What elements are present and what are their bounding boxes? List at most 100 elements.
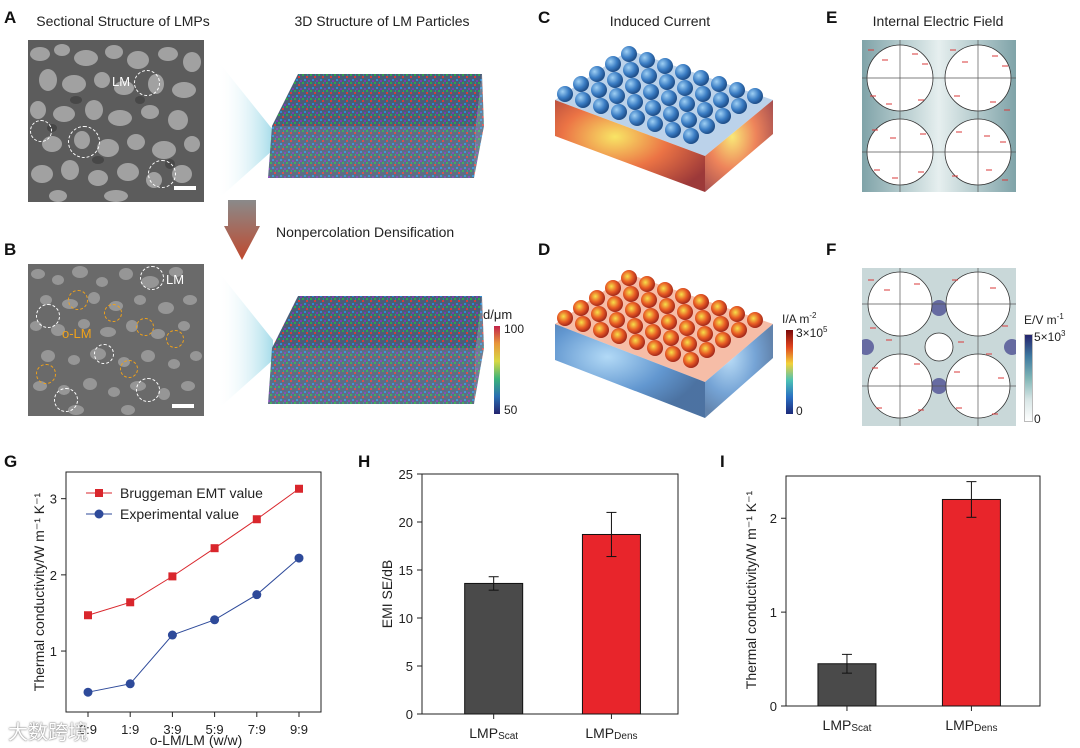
y-tick-label: 25 <box>399 467 413 482</box>
bar-scat <box>464 582 524 715</box>
panel-3d-title: 3D Structure of LM Particles <box>294 13 470 29</box>
x-tick-label: 9:9 <box>290 722 308 737</box>
colorbar-e-max: 5×103 <box>1034 329 1066 344</box>
panel-letter-f: F <box>826 240 837 259</box>
induced-current-d <box>555 270 773 418</box>
sem-image-a: LM <box>28 40 204 202</box>
chart-g: 1 2 3 0:9 1:9 3:9 5:9 7:9 9:9 Bruggeman EMT val… <box>31 471 322 748</box>
x-tick-label: LMPScat <box>469 725 518 742</box>
colorbar-d-max: 100 <box>504 322 525 336</box>
lm-marker-circle <box>136 378 160 402</box>
colorbar-i-title: I/A m-2 <box>782 311 817 326</box>
point-experimental <box>210 615 220 625</box>
x-axis-label-g: o-LM/LM (w/w) <box>150 732 243 748</box>
olm-marker-circle <box>36 364 56 384</box>
bar-dens <box>581 533 641 715</box>
y-tick-label: 3 <box>50 492 57 507</box>
lm-marker-circle <box>68 126 100 158</box>
y-tick-label: 2 <box>50 568 57 583</box>
x-tick-label: 5:9 <box>206 722 224 737</box>
legend-marker-bruggeman <box>95 489 103 497</box>
point-experimental <box>294 553 304 563</box>
olm-marker-circle <box>120 360 138 378</box>
beam-top <box>217 60 273 200</box>
x-tick-label: 0:9 <box>79 722 97 737</box>
olm-marker-circle <box>104 304 122 322</box>
bar-scat <box>817 663 877 707</box>
panel-c-title: Induced Current <box>609 13 711 29</box>
y-tick-label: 15 <box>399 563 413 578</box>
point-experimental <box>125 679 135 689</box>
colorbar-d <box>494 326 500 414</box>
panel-letter-a: A <box>4 8 17 27</box>
chart-i: 0 1 2 LMPScat LMPDens Thermal conductivity/… <box>743 475 1041 734</box>
colorbar-e <box>1024 334 1033 422</box>
scale-bar-b <box>172 404 194 408</box>
y-tick-label: 1 <box>770 605 777 620</box>
x-tick-label: 7:9 <box>248 722 266 737</box>
colorbar-e-title: E/V m-1 <box>1024 312 1064 327</box>
lm-3d-block-bottom <box>268 296 484 404</box>
legend-label-experimental: Experimental value <box>120 506 239 522</box>
x-tick-label: LMPDens <box>945 717 997 734</box>
watermark: 大数跨境 <box>8 722 88 744</box>
sem-texture-a <box>28 40 204 202</box>
y-tick-label: 1 <box>50 644 57 659</box>
lm-marker-circle <box>140 266 164 290</box>
point-bruggeman <box>126 598 135 607</box>
point-experimental <box>252 590 262 600</box>
y-axis-label-g: Thermal conductivity/W m⁻¹ K⁻¹ <box>31 492 47 691</box>
induced-current-c <box>555 46 773 192</box>
series-line-experimental <box>87 557 300 693</box>
legend-g: Bruggeman EMT value Experimental value <box>86 485 263 522</box>
y-axis-label-i: Thermal conductivity/W m⁻¹ K⁻¹ <box>743 490 759 689</box>
panel-e-title: Internal Electric Field <box>872 13 1004 29</box>
point-bruggeman <box>84 611 92 620</box>
lm-marker-circle <box>54 388 78 412</box>
plot-frame-g <box>65 471 322 713</box>
lm-marker-circle <box>148 160 176 188</box>
colorbar-d-min: 50 <box>504 403 518 417</box>
beam-decorations <box>217 60 273 410</box>
lm-label-b: LM <box>166 272 185 287</box>
panel-letter-b: B <box>4 240 17 259</box>
x-tick-label: 3:9 <box>163 722 181 737</box>
y-tick-label: 10 <box>399 611 413 626</box>
y-tick-label: 2 <box>770 511 777 526</box>
bar-dens <box>941 498 1001 707</box>
panel-letter-h: H <box>358 452 371 471</box>
colorbar-i-min: 0 <box>796 404 803 418</box>
olm-marker-circle <box>136 318 154 336</box>
y-tick-label: 0 <box>770 699 777 714</box>
point-experimental <box>83 687 93 697</box>
panel-a-title: Sectional Structure of LMPs <box>36 13 210 29</box>
sphere-grid-c <box>557 46 763 144</box>
panel-letter-i: I <box>720 452 725 471</box>
colorbar-e-min: 0 <box>1034 412 1041 426</box>
panel-letter-d: D <box>538 240 551 259</box>
lm-marker-circle <box>134 70 160 96</box>
densification-label: Nonpercolation Densification <box>276 224 455 240</box>
colorbar-d-title: d/μm <box>483 307 513 322</box>
panel-letter-g: G <box>4 452 18 471</box>
plot-frame-i <box>785 475 1041 707</box>
point-bruggeman <box>210 544 219 553</box>
x-tick-label: 1:9 <box>121 722 139 737</box>
olm-marker-circle <box>166 330 184 348</box>
lm-3d-block-top <box>268 74 484 178</box>
beam-bottom <box>217 270 273 410</box>
plot-frame-h <box>421 473 679 715</box>
legend-label-bruggeman: Bruggeman EMT value <box>120 485 263 501</box>
sem-image-b: LM o-LM <box>28 264 204 416</box>
olm-label-b: o-LM <box>62 326 92 341</box>
x-tick-label: LMPDens <box>585 725 637 742</box>
point-experimental <box>167 630 177 640</box>
point-bruggeman <box>295 484 303 493</box>
y-axis-label-h: EMI SE/dB <box>379 560 395 628</box>
legend-marker-experimental <box>94 509 104 519</box>
electric-field-e <box>862 40 1016 192</box>
x-tick-label: LMPScat <box>823 717 872 734</box>
y-tick-label: 5 <box>406 659 413 674</box>
y-tick-label: 0 <box>406 707 413 722</box>
colorbar-i <box>786 330 793 414</box>
